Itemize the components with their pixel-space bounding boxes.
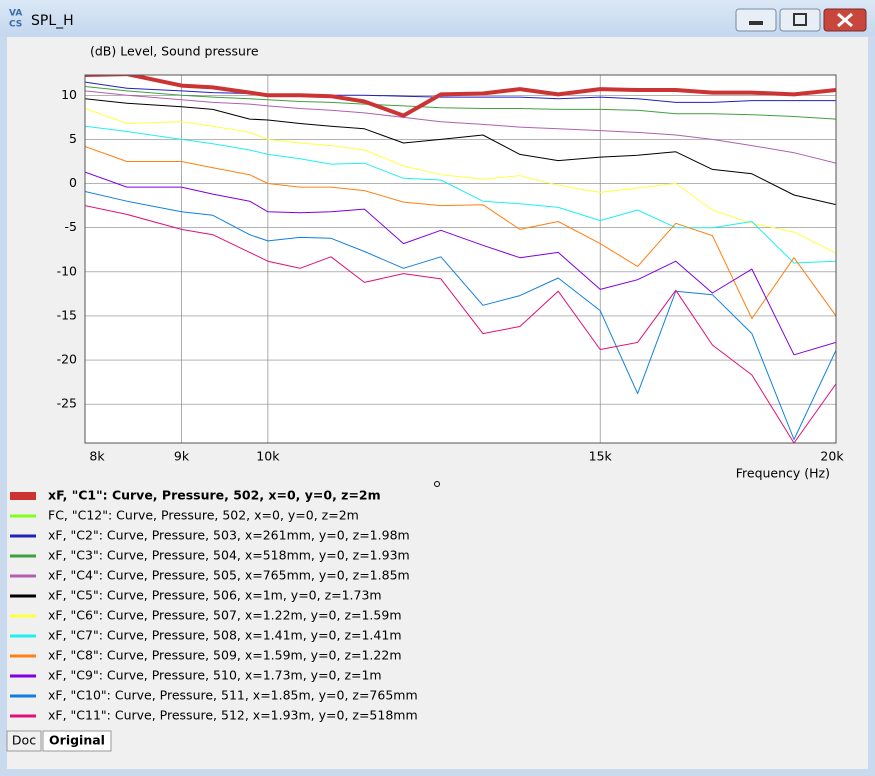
x-tick-label: 20k xyxy=(820,449,844,464)
legend-label: xF, "C5": Curve, Pressure, 506, x=1m, y=… xyxy=(48,588,382,603)
close-button[interactable] xyxy=(823,8,867,32)
x-tick-label: 10k xyxy=(256,449,280,464)
y-tick-label: 10 xyxy=(61,87,77,102)
x-tick-label: 9k xyxy=(174,449,190,464)
legend-label: xF, "C8": Curve, Pressure, 509, x=1.59m,… xyxy=(48,648,402,663)
y-tick-label: 5 xyxy=(69,131,77,146)
y-tick-label: -10 xyxy=(57,263,77,278)
legend-label: xF, "C1": Curve, Pressure, 502, x=0, y=0… xyxy=(48,488,381,503)
tab-label[interactable]: Doc xyxy=(12,733,36,748)
y-tick-label: 0 xyxy=(69,175,77,190)
x-axis-label: Frequency (Hz) xyxy=(736,466,830,481)
cursor-marker xyxy=(434,481,440,487)
series-line xyxy=(85,90,836,164)
series-line xyxy=(85,191,836,440)
x-tick-label: 8k xyxy=(89,449,105,464)
series-line xyxy=(85,75,836,118)
minimize-button[interactable] xyxy=(735,8,777,32)
legend-label: xF, "C11": Curve, Pressure, 512, x=1.93m… xyxy=(48,708,418,723)
legend-label: xF, "C2": Curve, Pressure, 503, x=261mm,… xyxy=(48,528,410,543)
app-icon: VA CS xyxy=(9,9,22,30)
y-tick-label: -20 xyxy=(57,352,77,367)
legend-label: xF, "C3": Curve, Pressure, 504, x=518mm,… xyxy=(48,548,410,563)
tab-original[interactable]: Original xyxy=(42,730,112,752)
y-tick-label: -25 xyxy=(57,396,77,411)
legend-label: xF, "C4": Curve, Pressure, 505, x=765mm,… xyxy=(48,568,410,583)
series-line xyxy=(85,98,836,206)
series-line xyxy=(85,125,836,264)
y-axis-label: (dB) Level, Sound pressure xyxy=(90,44,259,59)
y-tick-label: -5 xyxy=(65,219,77,234)
series-line xyxy=(85,108,836,254)
maximize-button[interactable] xyxy=(779,8,821,32)
series-line xyxy=(85,86,836,120)
tab-doc[interactable]: Doc xyxy=(6,730,42,752)
svg-text:VA: VA xyxy=(9,9,22,19)
legend-label: xF, "C9": Curve, Pressure, 510, x=1.73m,… xyxy=(48,668,382,683)
legend-label: xF, "C6": Curve, Pressure, 507, x=1.22m,… xyxy=(48,608,402,623)
x-tick-label: 15k xyxy=(589,449,613,464)
plot-border xyxy=(84,74,837,444)
legend-label: xF, "C7": Curve, Pressure, 508, x=1.41m,… xyxy=(48,628,402,643)
series-line xyxy=(85,146,836,320)
legend-label: FC, "C12": Curve, Pressure, 502, x=0, y=… xyxy=(48,508,359,523)
window-title: SPL_H xyxy=(31,13,74,29)
series-line xyxy=(85,171,836,356)
series-line xyxy=(85,205,836,443)
tab-label[interactable]: Original xyxy=(49,733,105,748)
series-line xyxy=(85,81,836,103)
svg-text:CS: CS xyxy=(9,20,22,30)
plot-area xyxy=(85,75,836,443)
legend-label: xF, "C10": Curve, Pressure, 511, x=1.85m… xyxy=(48,688,418,703)
title-bar xyxy=(0,0,875,36)
y-tick-label: -15 xyxy=(57,307,77,322)
